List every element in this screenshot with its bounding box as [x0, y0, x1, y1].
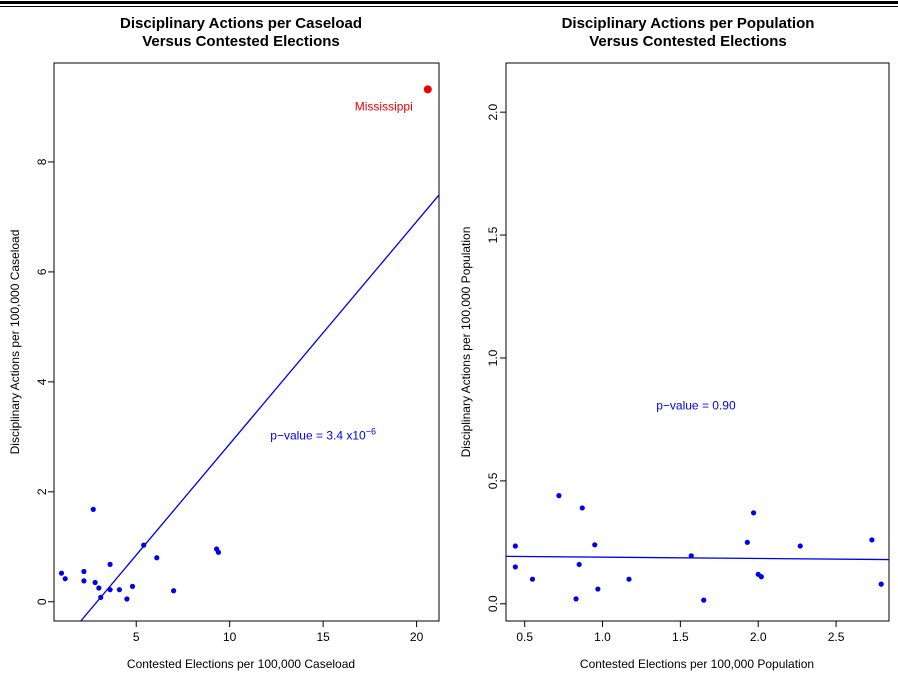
data-point — [107, 561, 113, 567]
y-tick-label: 1.0 — [486, 349, 500, 366]
data-point — [595, 586, 601, 592]
x-axis-ticks: 0.5 1.0 1.5 2.0 2.5 — [516, 621, 845, 644]
caseload-chart: Disciplinary Actions per Caseload Versus… — [8, 15, 440, 671]
data-point — [556, 493, 562, 499]
data-point — [878, 581, 884, 587]
x-axis-ticks: 5 10 15 20 — [133, 621, 424, 644]
data-point — [124, 596, 130, 602]
data-point — [797, 543, 803, 549]
x-axis-label: Contested Elections per 100,000 Caseload — [127, 657, 355, 671]
data-points — [58, 506, 222, 602]
p-value-exponent: −6 — [366, 427, 376, 437]
p-value-text: p−value = 0.90 — [656, 399, 736, 413]
data-point — [81, 578, 87, 584]
plot-frame — [53, 62, 440, 622]
regression-line — [79, 194, 439, 621]
y-axis-label: Disciplinary Actions per 100,000 Caseloa… — [8, 230, 22, 455]
x-tick-label: 0.5 — [516, 630, 533, 644]
p-value-text: p−value = 3.4 x10 — [270, 429, 366, 443]
data-point — [215, 549, 222, 555]
population-chart: Disciplinary Actions per Population Vers… — [459, 15, 890, 671]
data-point — [576, 561, 582, 568]
y-axis-label: Disciplinary Actions per 100,000 Populat… — [459, 227, 473, 458]
chart-subtitle: Versus Contested Elections — [142, 33, 340, 50]
y-tick-label: 0 — [35, 598, 49, 605]
data-point — [688, 553, 694, 559]
data-point — [869, 537, 875, 543]
p-value-annotation: p−value = 3.4 x10−6 — [270, 427, 376, 443]
data-points — [512, 493, 884, 603]
data-point — [90, 506, 96, 512]
data-point — [512, 543, 518, 549]
highlight-label: Mississippi — [355, 99, 413, 113]
data-point — [626, 576, 632, 582]
data-point — [98, 594, 104, 600]
data-point — [529, 576, 536, 582]
data-point — [141, 542, 147, 548]
highlight-point-mississippi — [423, 85, 432, 94]
y-tick-label: 2 — [35, 488, 49, 495]
top-double-rule — [0, 0, 898, 9]
data-point — [701, 597, 707, 603]
x-tick-label: 5 — [133, 630, 140, 644]
top-rule-thick — [0, 1, 898, 4]
data-point — [129, 583, 136, 589]
x-tick-label: 2.0 — [750, 630, 767, 644]
chart-subtitle: Versus Contested Elections — [589, 33, 787, 50]
data-point — [592, 542, 598, 548]
data-point — [62, 576, 68, 582]
y-tick-label: 4 — [35, 378, 49, 385]
data-point — [92, 579, 98, 586]
data-point — [171, 588, 177, 594]
data-point — [81, 568, 87, 575]
p-value-annotation: p−value = 0.90 — [656, 399, 736, 413]
x-axis-label: Contested Elections per 100,000 Populati… — [580, 657, 814, 671]
x-tick-label: 2.5 — [828, 630, 845, 644]
regression-line — [506, 555, 889, 561]
y-tick-label: 0.5 — [486, 472, 500, 489]
y-tick-label: 6 — [35, 268, 49, 275]
x-tick-label: 20 — [410, 630, 424, 644]
data-point — [573, 596, 579, 602]
y-tick-label: 8 — [35, 158, 49, 165]
top-rule-thin — [0, 6, 898, 7]
x-tick-label: 1.5 — [672, 630, 689, 644]
y-tick-label: 2.0 — [486, 103, 500, 120]
x-tick-label: 15 — [316, 630, 330, 644]
data-point — [58, 570, 65, 576]
chart-title: Disciplinary Actions per Population — [562, 15, 815, 32]
x-tick-label: 10 — [223, 630, 237, 644]
data-point — [512, 564, 518, 570]
plot-frame — [505, 62, 890, 622]
data-point — [744, 539, 750, 545]
data-point — [750, 510, 757, 516]
chart-title: Disciplinary Actions per Caseload — [120, 15, 362, 32]
y-axis-ticks: 0.0 0.5 1.0 1.5 2.0 — [486, 103, 506, 612]
y-tick-label: 1.5 — [486, 226, 500, 243]
data-point — [758, 574, 764, 580]
data-point — [107, 587, 113, 593]
x-tick-label: 1.0 — [594, 630, 611, 644]
data-point — [154, 555, 160, 561]
y-tick-label: 0.0 — [486, 595, 500, 612]
y-axis-ticks: 0 2 4 6 8 — [35, 158, 54, 605]
data-point — [116, 587, 123, 593]
data-point — [579, 505, 585, 511]
data-point — [96, 585, 102, 591]
